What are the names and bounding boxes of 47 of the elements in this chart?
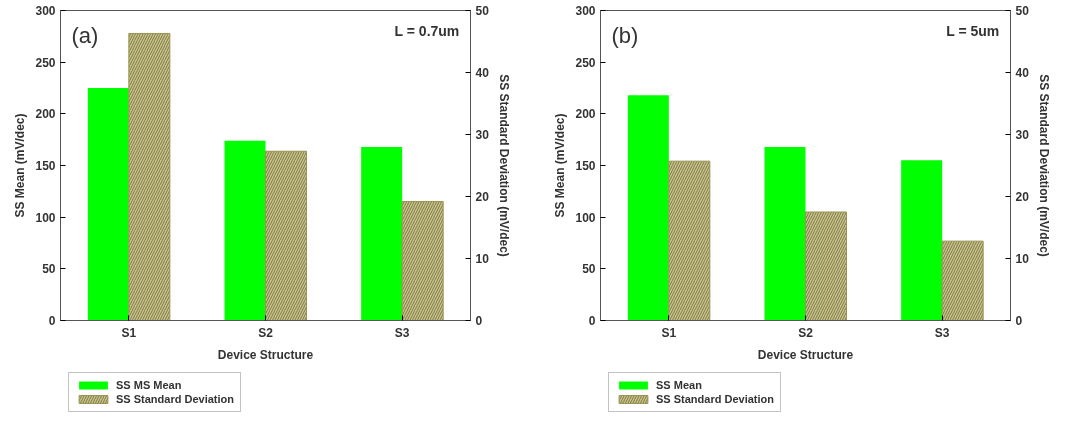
y2-tick-label: 20 xyxy=(475,190,490,204)
y2-tick-label: 40 xyxy=(475,66,490,80)
y-tick-label: 0 xyxy=(48,314,56,328)
x-tick-label: S1 xyxy=(661,325,677,340)
x-tick-label: S1 xyxy=(121,325,137,340)
y-tick-label: 300 xyxy=(575,4,596,18)
x-axis-title: Device Structure xyxy=(757,347,854,362)
y-tick-label: 200 xyxy=(35,107,56,122)
y2-axis-title: SS Standard Deviation (mV/dec) xyxy=(496,74,511,257)
y-tick-label: 100 xyxy=(575,210,596,225)
annotation: (a) xyxy=(71,22,99,48)
y-tick-label: 250 xyxy=(35,55,56,70)
x-tick-label: S3 xyxy=(394,325,410,340)
x-tick-label: S2 xyxy=(258,325,274,340)
y2-tick-label: 0 xyxy=(475,314,483,328)
bar xyxy=(901,160,943,321)
legend-label: SS MS Mean xyxy=(116,379,182,391)
y-tick-label: 150 xyxy=(35,159,56,173)
x-tick-label: S2 xyxy=(798,325,814,340)
y-tick-label: 300 xyxy=(35,4,56,18)
y-axis-title: SS Mean (mV/dec) xyxy=(13,113,28,218)
y-tick-label: 50 xyxy=(42,262,56,277)
y-tick-label: 0 xyxy=(588,314,596,328)
y-tick-label: 50 xyxy=(582,262,596,277)
annotation: L = 5um xyxy=(946,22,1000,39)
y2-tick-label: 40 xyxy=(1015,66,1030,80)
y2-tick-label: 30 xyxy=(475,128,490,142)
legend-label: SS Mean xyxy=(656,379,702,391)
y-axis-title: SS Mean (mV/dec) xyxy=(553,113,568,218)
y-tick-label: 150 xyxy=(575,159,596,173)
legend-label: SS Standard Deviation xyxy=(116,393,234,405)
y2-tick-label: 20 xyxy=(1015,190,1030,204)
x-axis-title: Device Structure xyxy=(217,347,314,362)
annotation: (b) xyxy=(611,22,639,48)
y2-axis-title: SS Standard Deviation (mV/dec) xyxy=(1036,74,1051,257)
y-tick-label: 100 xyxy=(35,210,56,225)
y2-tick-label: 10 xyxy=(1015,252,1030,266)
y-tick-label: 250 xyxy=(575,55,596,70)
y2-tick-label: 50 xyxy=(1015,4,1030,18)
x-tick-label: S3 xyxy=(934,325,950,340)
y2-tick-label: 50 xyxy=(475,4,490,18)
y2-tick-label: 30 xyxy=(1015,128,1030,142)
y2-tick-label: 0 xyxy=(1015,314,1023,328)
y-tick-label: 200 xyxy=(575,107,596,122)
annotation: L = 0.7um xyxy=(394,22,460,39)
legend-label: SS Standard Deviation xyxy=(656,393,774,405)
y2-tick-label: 10 xyxy=(475,252,490,266)
